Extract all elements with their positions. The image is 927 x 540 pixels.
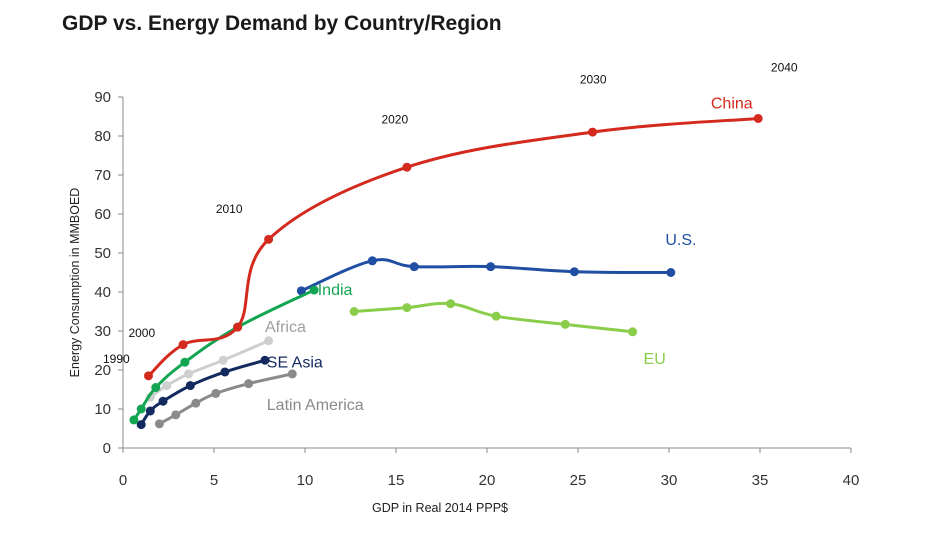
data-point-se-asia [136, 420, 146, 430]
data-point-u-s [296, 286, 306, 296]
data-point-india [180, 357, 190, 367]
data-point-se-asia [260, 355, 270, 365]
data-point-u-s [486, 262, 496, 272]
data-point-se-asia [220, 367, 230, 377]
data-point-eu [446, 299, 456, 309]
y-tick-label: 10 [94, 401, 111, 418]
year-annotation-2010: 2010 [216, 202, 243, 216]
y-tick-label: 90 [94, 89, 111, 106]
data-point-china [588, 127, 598, 137]
series-latin-america [154, 369, 297, 429]
axes [122, 97, 851, 449]
data-point-china [233, 322, 243, 332]
series-labels: China U.S. India EU Africa SE Asia Latin Ameri… [265, 96, 753, 414]
series-eu [349, 299, 638, 337]
year-annotation-2020: 2020 [381, 113, 408, 127]
series-lines [129, 113, 763, 430]
data-point-china [402, 162, 412, 172]
data-point-latin-america [244, 379, 254, 389]
x-tick-label: 40 [843, 472, 860, 489]
data-point-eu [560, 319, 570, 329]
x-tick-label: 15 [388, 472, 405, 489]
series-africa [145, 336, 274, 402]
data-point-latin-america [191, 398, 201, 408]
data-point-se-asia [185, 381, 195, 391]
series-label-se-asia: SE Asia [267, 354, 323, 371]
data-point-africa [184, 369, 194, 379]
series-china [143, 113, 763, 381]
year-annotation-1990: 1990 [103, 352, 130, 366]
year-annotation-2040: 2040 [771, 60, 798, 74]
x-tick-label: 25 [570, 472, 587, 489]
series-line-u-s [299, 258, 673, 293]
series-label-india: India [318, 282, 353, 299]
y-tick-label: 50 [94, 245, 111, 262]
data-point-eu [402, 303, 412, 313]
year-annotations: 1990 2000 2010 2020 2030 2040 [103, 60, 798, 366]
y-tick-label: 40 [94, 284, 111, 301]
data-point-india [136, 404, 146, 414]
x-tick-label: 30 [661, 472, 678, 489]
data-point-africa [264, 336, 274, 346]
y-tick-label: 80 [94, 128, 111, 145]
data-point-latin-america [171, 410, 181, 420]
series-label-africa: Africa [265, 319, 306, 336]
x-tick-label: 0 [119, 472, 127, 489]
series-line-se-asia [139, 358, 267, 427]
data-point-china [143, 371, 153, 381]
year-annotation-2030: 2030 [580, 73, 607, 87]
x-axis-title: GDP in Real 2014 PPP$ [372, 501, 508, 515]
data-point-eu [349, 307, 359, 316]
data-point-latin-america [287, 369, 297, 379]
x-tick-label: 10 [297, 472, 314, 489]
x-tick-label: 20 [479, 472, 496, 489]
y-tick-label: 20 [94, 362, 111, 379]
chart-title: GDP vs. Energy Demand by Country/Region [62, 12, 502, 35]
data-point-india [151, 383, 161, 393]
y-tick-label: 70 [94, 167, 111, 184]
data-point-china [178, 340, 188, 350]
data-point-u-s [569, 267, 579, 277]
data-point-china [753, 113, 763, 123]
series-label-china: China [711, 96, 753, 113]
x-tick-label: 35 [752, 472, 769, 489]
series-u-s [296, 256, 676, 296]
data-point-latin-america [211, 388, 221, 398]
data-point-china [264, 234, 274, 244]
tick-labels: 0 10 20 30 40 50 60 70 80 90 0 5 10 15 20 25 30 35 40 [94, 89, 859, 489]
data-point-latin-america [154, 419, 164, 429]
series-label-latin-america: Latin America [267, 397, 364, 414]
series-label-u-s: U.S. [665, 232, 696, 249]
series-line-china [146, 116, 760, 378]
year-annotation-2000: 2000 [128, 326, 155, 340]
data-point-africa [218, 355, 228, 365]
data-point-africa [162, 381, 172, 391]
y-tick-label: 30 [94, 323, 111, 340]
data-point-eu [628, 327, 638, 337]
y-tick-label: 0 [103, 440, 111, 457]
data-point-india [309, 285, 319, 295]
data-point-eu [491, 311, 501, 321]
series-se-asia [136, 355, 270, 430]
y-tick-label: 60 [94, 206, 111, 223]
data-point-india [129, 415, 139, 425]
data-point-se-asia [158, 396, 168, 406]
x-tick-label: 5 [210, 472, 218, 489]
data-point-u-s [367, 256, 377, 266]
data-point-u-s [409, 262, 419, 272]
series-label-eu: EU [644, 351, 666, 368]
data-point-se-asia [145, 406, 155, 416]
data-point-u-s [666, 268, 676, 277]
y-axis-title: Energy Consumption in MMBOED [68, 188, 82, 378]
